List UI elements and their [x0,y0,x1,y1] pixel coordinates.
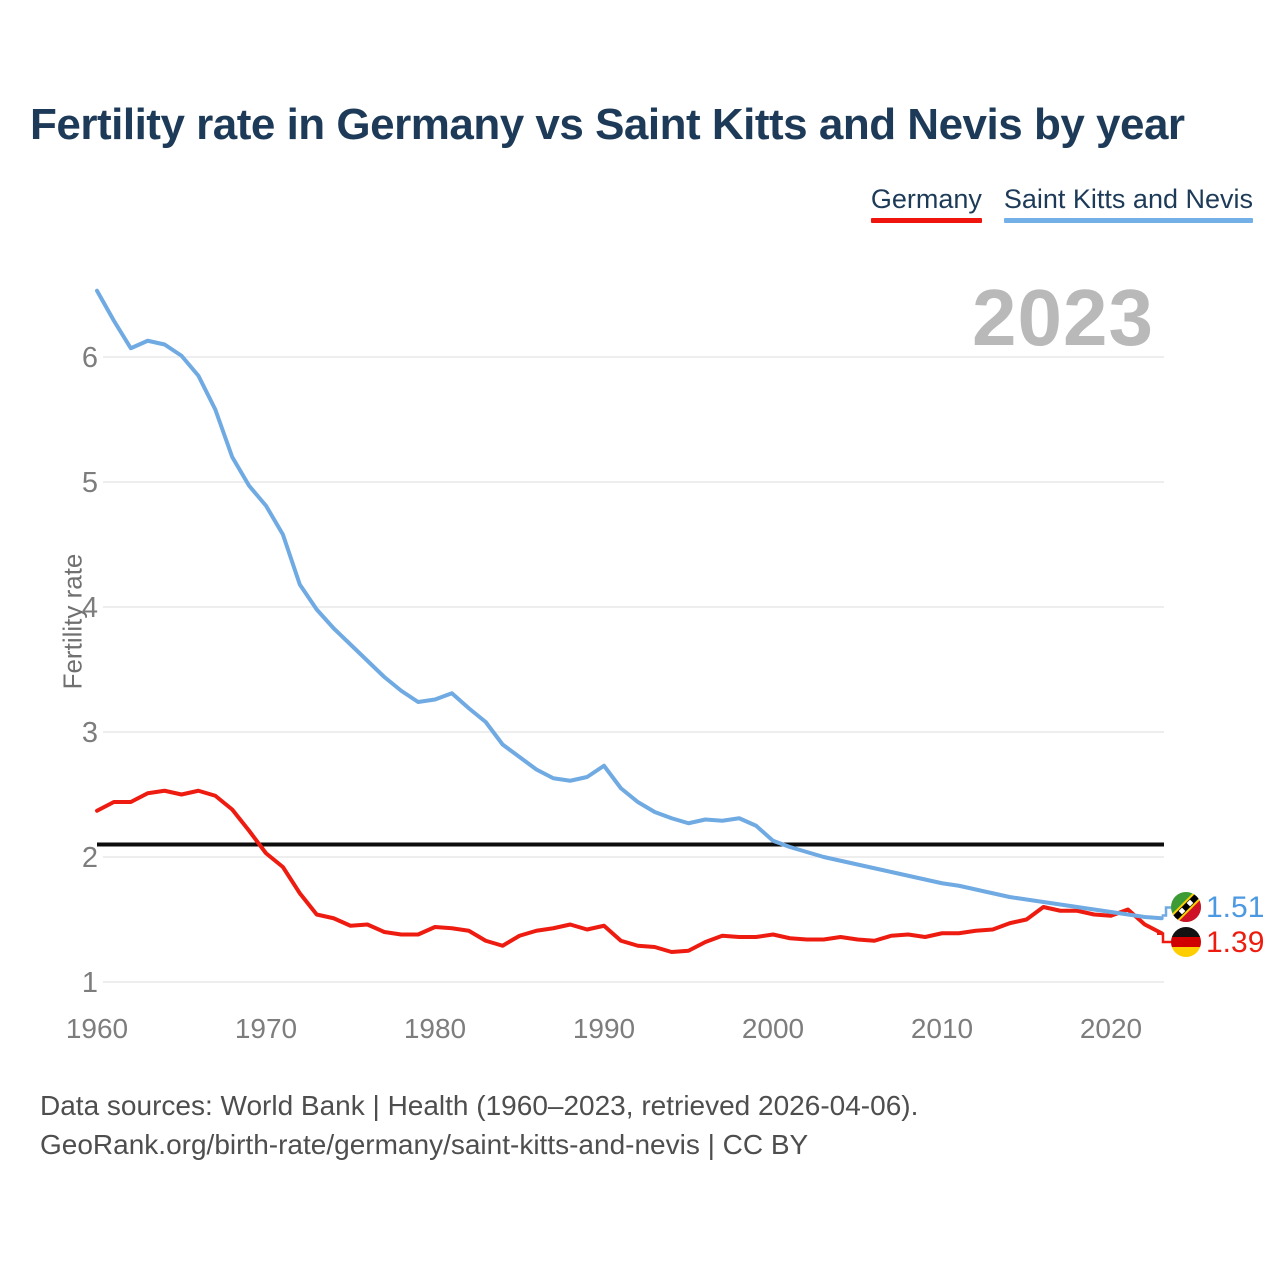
y-tick-label: 6 [82,342,98,374]
y-tick-label: 1 [82,967,98,999]
x-tick-label: 2020 [1080,1013,1142,1044]
legend-underline-germany [870,218,982,223]
footer: Data sources: World Bank | Health (1960–… [40,1086,1240,1164]
footer-attribution-line: GeoRank.org/birth-rate/germany/saint-kit… [40,1129,809,1160]
legend-underline-saint-kitts-and-nevis [1003,218,1253,223]
y-axis-ticks: 1 2 3 4 5 6 [82,342,98,999]
legend-item-saint-kitts-and-nevis[interactable]: Saint Kitts and Nevis [1003,184,1253,223]
leader-line-germany [1157,932,1172,944]
x-tick-label: 1970 [235,1013,297,1044]
watermark-year: 2023 [972,273,1154,362]
y-tick-label: 3 [82,717,98,749]
page-title: Fertility rate in Germany vs Saint Kitts… [30,100,1185,149]
series-line-germany [95,788,1164,954]
end-value-saint-kitts-and-nevis: 1.51 [1206,891,1265,924]
legend: Germany Saint Kitts and Nevis [870,184,1253,223]
y-tick-label: 4 [82,592,98,624]
leader-line-saint-kitts-and-nevis [1161,906,1172,917]
series-lines [95,288,1164,954]
end-value-germany: 1.39 [1206,926,1265,959]
y-tick-label: 2 [82,842,98,874]
germany-flag-icon [1171,927,1201,957]
footer-sources-line: Data sources: World Bank | Health (1960–… [40,1090,919,1121]
x-axis-ticks: 1960 1970 1980 1990 2000 2010 2020 [66,1013,1142,1044]
legend-item-germany[interactable]: Germany [870,184,982,223]
x-tick-label: 1990 [573,1013,635,1044]
saint-kitts-and-nevis-flag-icon [1171,892,1201,922]
y-tick-label: 5 [82,467,98,499]
x-tick-label: 2010 [911,1013,973,1044]
legend-label-saint-kitts-and-nevis[interactable]: Saint Kitts and Nevis [1003,184,1253,214]
x-tick-label: 2000 [742,1013,804,1044]
gridlines [103,356,1164,983]
series-line-saint-kitts-and-nevis [95,288,1164,921]
x-tick-label: 1960 [66,1013,128,1044]
legend-label-germany[interactable]: Germany [870,184,982,214]
x-tick-label: 1980 [404,1013,466,1044]
